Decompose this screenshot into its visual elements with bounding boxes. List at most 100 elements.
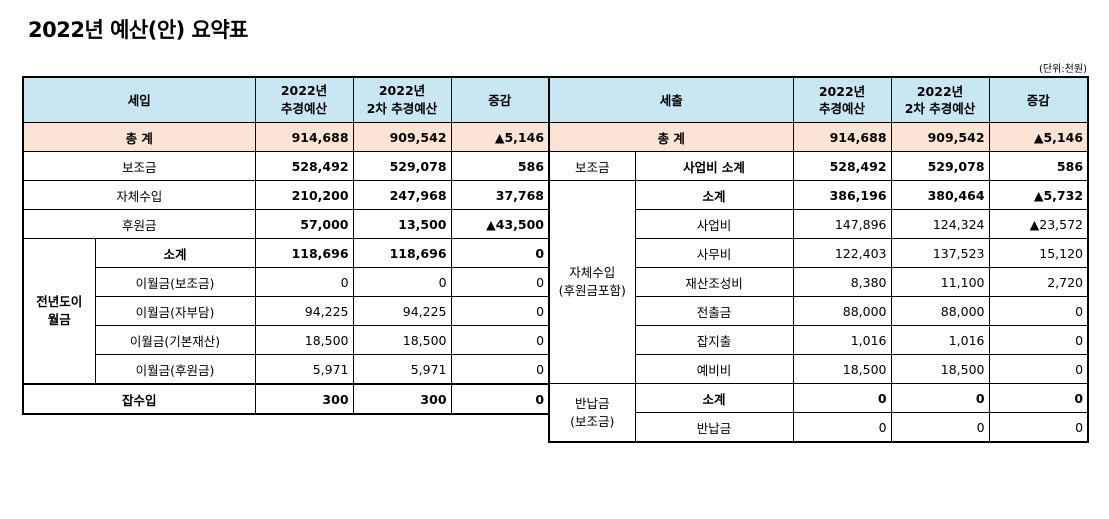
row-v2: 124,324 bbox=[890, 209, 990, 239]
row-v2: 247,968 bbox=[352, 180, 452, 210]
category-label: 자체수입 (후원금포함) bbox=[548, 180, 636, 384]
category-label: 보조금 bbox=[548, 151, 636, 181]
row-label: 전출금 bbox=[634, 296, 794, 326]
row-diff: 0 bbox=[988, 325, 1089, 355]
row-v1: 8,380 bbox=[792, 267, 892, 297]
row-v1: 0 bbox=[792, 383, 892, 413]
row-v2: 529,078 bbox=[890, 151, 990, 181]
row-v1: 94,225 bbox=[254, 296, 354, 326]
row-v2: 13,500 bbox=[352, 209, 452, 239]
row-v2: 300 bbox=[352, 383, 452, 415]
row-label: 이월금(후원금) bbox=[94, 354, 256, 385]
table-row: 후원금 57,000 13,500 ▲43,500 bbox=[22, 209, 550, 239]
row-label: 이월금(자부담) bbox=[94, 296, 256, 326]
total-v1: 914,688 bbox=[792, 122, 892, 152]
row-v2: 0 bbox=[890, 412, 990, 443]
row-label: 소계 bbox=[634, 383, 794, 413]
expenditure-table: 세출 2022년 추경예산 2022년 2차 추경예산 증감 총 계 914,6… bbox=[548, 76, 1090, 443]
row-v1: 210,200 bbox=[254, 180, 354, 210]
group-label: 전년도이 월금 bbox=[22, 238, 96, 385]
row-v1: 300 bbox=[254, 383, 354, 415]
table-row: 자체수입 210,200 247,968 37,768 bbox=[22, 180, 550, 210]
revenue-total-row: 총 계 914,688 909,542 ▲5,146 bbox=[22, 122, 550, 152]
table-row: 이월금(자부담) 94,225 94,225 0 bbox=[23, 296, 550, 326]
page-title: 2022년 예산(안) 요약표 bbox=[28, 18, 249, 42]
row-label: 이월금(보조금) bbox=[94, 267, 256, 297]
revenue-header-col1: 2022년 추경예산 bbox=[254, 76, 354, 123]
table-row: 이월금(후원금) 5,971 5,971 0 bbox=[23, 354, 550, 385]
table-row: 예비비 18,500 18,500 0 bbox=[549, 354, 1089, 384]
row-label: 소계 bbox=[94, 238, 256, 268]
row-v1: 118,696 bbox=[254, 238, 354, 268]
expenditure-header-col3: 증감 bbox=[988, 76, 1089, 123]
row-label: 재산조성비 bbox=[634, 267, 794, 297]
category-label: 반납금 (보조금) bbox=[548, 383, 636, 443]
total-v1: 914,688 bbox=[254, 122, 354, 152]
row-diff: ▲43,500 bbox=[450, 209, 550, 239]
row-diff: 15,120 bbox=[988, 238, 1089, 268]
row-label: 사업비 bbox=[634, 209, 794, 239]
row-diff: 586 bbox=[988, 151, 1089, 181]
total-label: 총 계 bbox=[22, 122, 256, 152]
row-diff: 0 bbox=[988, 296, 1089, 326]
row-diff: 0 bbox=[450, 238, 550, 268]
row-diff: 0 bbox=[450, 383, 550, 415]
revenue-header-col3: 증감 bbox=[450, 76, 550, 123]
table-row: 전출금 88,000 88,000 0 bbox=[549, 296, 1089, 326]
total-v2: 909,542 bbox=[352, 122, 452, 152]
table-row: 전년도이 월금 소계 118,696 118,696 0 bbox=[22, 238, 550, 385]
total-v2: 909,542 bbox=[890, 122, 990, 152]
header-text: 2022년 2차 추경예산 bbox=[904, 84, 976, 116]
row-v1: 57,000 bbox=[254, 209, 354, 239]
row-v2: 88,000 bbox=[890, 296, 990, 326]
row-v2: 529,078 bbox=[352, 151, 452, 181]
header-text: 2022년 2차 추경예산 bbox=[366, 83, 438, 116]
row-v1: 147,896 bbox=[792, 209, 892, 239]
row-diff: 0 bbox=[988, 383, 1089, 413]
row-v1: 528,492 bbox=[792, 151, 892, 181]
row-v2: 5,971 bbox=[352, 354, 452, 385]
row-label: 자체수입 bbox=[22, 180, 256, 210]
row-v2: 0 bbox=[890, 383, 990, 413]
header-text: 2022년 추경예산 bbox=[818, 84, 866, 116]
row-label: 이월금(기본재산) bbox=[94, 325, 256, 355]
table-row: 반납금 0 0 0 bbox=[549, 412, 1089, 443]
row-diff: 37,768 bbox=[450, 180, 550, 210]
table-row: 잡지출 1,016 1,016 0 bbox=[549, 325, 1089, 355]
row-label: 반납금 bbox=[634, 412, 794, 443]
row-label: 후원금 bbox=[22, 209, 256, 239]
row-diff: 0 bbox=[988, 412, 1089, 443]
revenue-table: 세입 2022년 추경예산 2022년 2차 추경예산 증감 총 계 914,6… bbox=[22, 76, 551, 415]
row-v2: 137,523 bbox=[890, 238, 990, 268]
row-v1: 386,196 bbox=[792, 180, 892, 210]
row-v1: 1,016 bbox=[792, 325, 892, 355]
table-row: 재산조성비 8,380 11,100 2,720 bbox=[549, 267, 1089, 297]
row-v1: 5,971 bbox=[254, 354, 354, 385]
row-v2: 18,500 bbox=[352, 325, 452, 355]
expenditure-header-row: 세출 2022년 추경예산 2022년 2차 추경예산 증감 bbox=[548, 76, 1089, 123]
row-label: 사무비 bbox=[634, 238, 794, 268]
row-label: 소계 bbox=[634, 180, 794, 210]
row-v1: 0 bbox=[254, 267, 354, 297]
expenditure-header-label: 세출 bbox=[548, 76, 794, 123]
row-diff: 0 bbox=[450, 267, 550, 297]
total-diff: ▲5,146 bbox=[450, 122, 550, 152]
row-diff: ▲23,572 bbox=[988, 209, 1089, 239]
expenditure-header-col2: 2022년 2차 추경예산 bbox=[890, 76, 990, 123]
row-diff: 0 bbox=[450, 296, 550, 326]
expenditure-total-row: 총 계 914,688 909,542 ▲5,146 bbox=[548, 122, 1089, 152]
table-row: 자체수입 (후원금포함) 소계 386,196 380,464 ▲5,732 bbox=[548, 180, 1089, 384]
table-row: 사무비 122,403 137,523 15,120 bbox=[549, 238, 1089, 268]
row-label: 잡지출 bbox=[634, 325, 794, 355]
table-row: 보조금 사업비 소계 528,492 529,078 586 bbox=[548, 151, 1089, 181]
row-diff: 586 bbox=[450, 151, 550, 181]
table-row: 보조금 528,492 529,078 586 bbox=[22, 151, 550, 181]
row-v2: 94,225 bbox=[352, 296, 452, 326]
header-text: 2022년 추경예산 bbox=[280, 83, 328, 116]
table-row: 이월금(기본재산) 18,500 18,500 0 bbox=[23, 325, 550, 355]
unit-label: (단위:천원) bbox=[1039, 64, 1087, 75]
revenue-header-label: 세입 bbox=[22, 76, 256, 123]
row-diff: 0 bbox=[988, 354, 1089, 384]
total-diff: ▲5,146 bbox=[988, 122, 1089, 152]
table-row: 이월금(보조금) 0 0 0 bbox=[23, 267, 550, 297]
